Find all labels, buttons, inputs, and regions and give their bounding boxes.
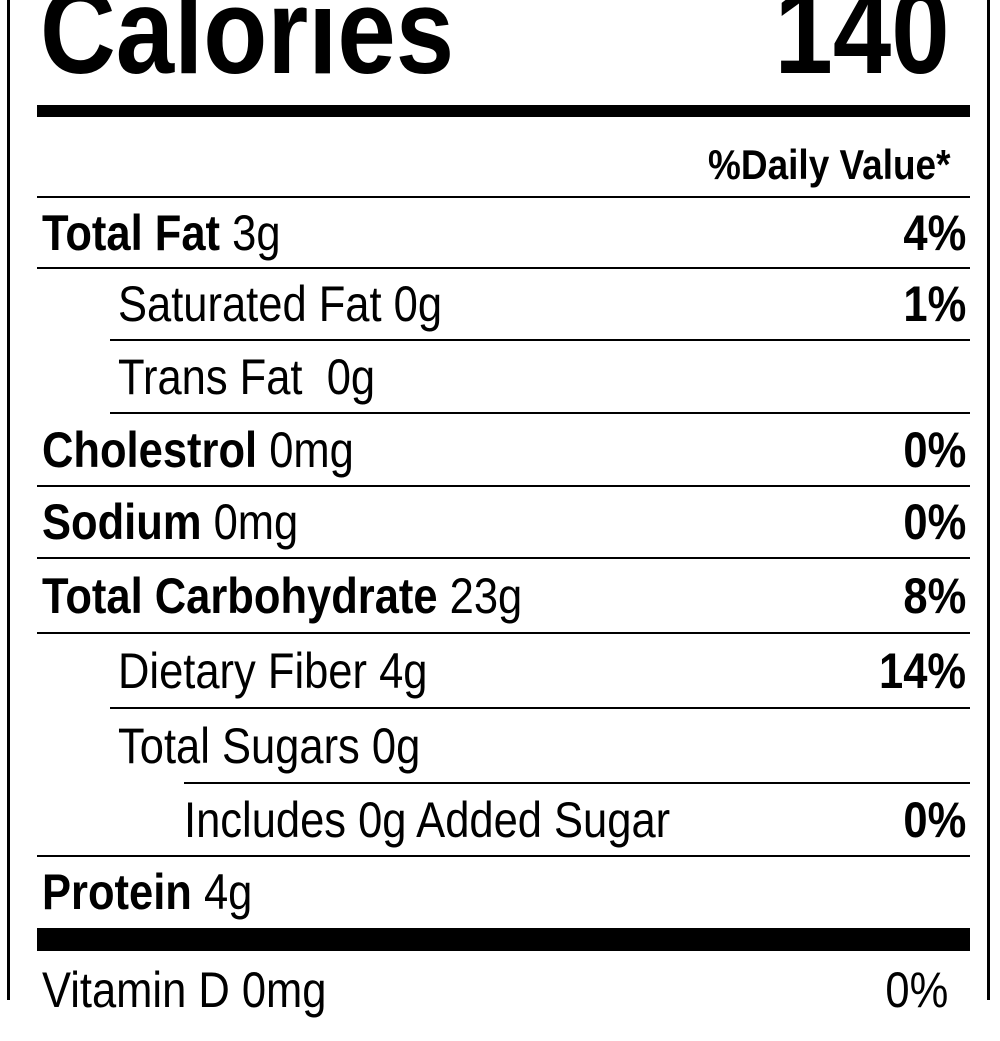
nutrient-row: Includes 0g Added Sugar 0% [0, 783, 1000, 856]
row-divider [37, 196, 970, 198]
nutrient-percent: 0% [903, 421, 966, 478]
nutrient-amount: 0mg [269, 421, 354, 478]
nutrient-row: Sodium 0mg 0% [0, 486, 1000, 558]
nutrient-name: Cholestrol [42, 421, 258, 478]
label-border-left [7, 0, 10, 1000]
nutrient-row: Total Sugars 0g [0, 708, 1000, 783]
nutrient-label: Saturated Fat 0g [118, 275, 442, 333]
nutrient-name: Trans Fat [118, 348, 303, 405]
row-divider [37, 267, 970, 269]
nutrient-percent: 1% [903, 276, 966, 332]
nutrient-row: Dietary Fiber 4g 14% [0, 633, 1000, 708]
nutrient-label: Cholestrol 0mg [42, 421, 354, 479]
nutrient-label: Dietary Fiber 4g [118, 642, 427, 700]
nutrient-row: Trans Fat 0g [0, 340, 1000, 413]
calories-label: Calories [40, 0, 455, 99]
nutrient-row: Protein 4g [0, 856, 1000, 928]
vitamin-label: Vitamin D 0mg [42, 962, 327, 1018]
row-divider [37, 557, 970, 559]
nutrient-amount: 3g [232, 204, 281, 261]
nutrient-label: Protein 4g [42, 863, 252, 921]
nutrient-label: Total Carbohydrate 23g [42, 567, 522, 625]
nutrient-name: Total Sugars [118, 717, 360, 774]
nutrient-name: Saturated Fat [118, 276, 382, 332]
nutrient-row: Saturated Fat 0g 1% [0, 268, 1000, 340]
label-border-right [987, 0, 990, 1000]
nutrient-percent: 4% [903, 204, 966, 261]
nutrient-amount: 4g [379, 642, 428, 699]
nutrient-name: Sodium [42, 494, 202, 550]
nutrient-name: Dietary Fiber [118, 642, 367, 699]
nutrient-amount: 23g [449, 567, 523, 624]
nutrient-name: Includes 0g Added Sugar [184, 791, 671, 848]
vitamin-row: Vitamin D 0mg 0% [0, 951, 1000, 1041]
nutrient-label: Total Fat 3g [42, 204, 281, 262]
row-divider [184, 782, 970, 784]
nutrient-label: Sodium 0mg [42, 493, 298, 551]
nutrient-name: Total Carbohydrate [42, 567, 438, 624]
nutrient-label: Trans Fat 0g [118, 348, 375, 406]
nutrient-row: Cholestrol 0mg 0% [0, 413, 1000, 486]
nutrient-label: Includes 0g Added Sugar [184, 791, 670, 849]
nutrient-amount: 0g [314, 348, 376, 405]
nutrient-percent: 0% [903, 791, 966, 848]
nutrient-percent: 14% [878, 642, 966, 699]
row-divider [37, 855, 970, 857]
row-divider [110, 339, 970, 341]
row-divider [37, 485, 970, 487]
nutrient-amount: 4g [203, 864, 253, 920]
vitamin-percent: 0% [885, 962, 948, 1018]
nutrient-name: Protein [42, 864, 192, 920]
nutrient-name: Total Fat [42, 204, 221, 261]
row-divider [110, 707, 970, 709]
calories-value: 140 [774, 0, 950, 99]
nutrient-label: Total Sugars 0g [118, 717, 420, 775]
row-divider [37, 632, 970, 634]
daily-value-header: %Daily Value* [707, 141, 950, 188]
thick-divider [37, 928, 970, 951]
nutrient-percent: 0% [903, 494, 966, 550]
thick-divider [37, 105, 970, 117]
nutrient-amount: 0g [371, 717, 421, 774]
nutrient-row: Total Carbohydrate 23g 8% [0, 558, 1000, 633]
nutrient-percent: 8% [903, 567, 966, 624]
row-divider [110, 412, 970, 414]
nutrient-row: Total Fat 3g 4% [0, 197, 1000, 268]
nutrient-amount: 0g [393, 276, 443, 332]
nutrient-amount: 0mg [213, 494, 299, 550]
